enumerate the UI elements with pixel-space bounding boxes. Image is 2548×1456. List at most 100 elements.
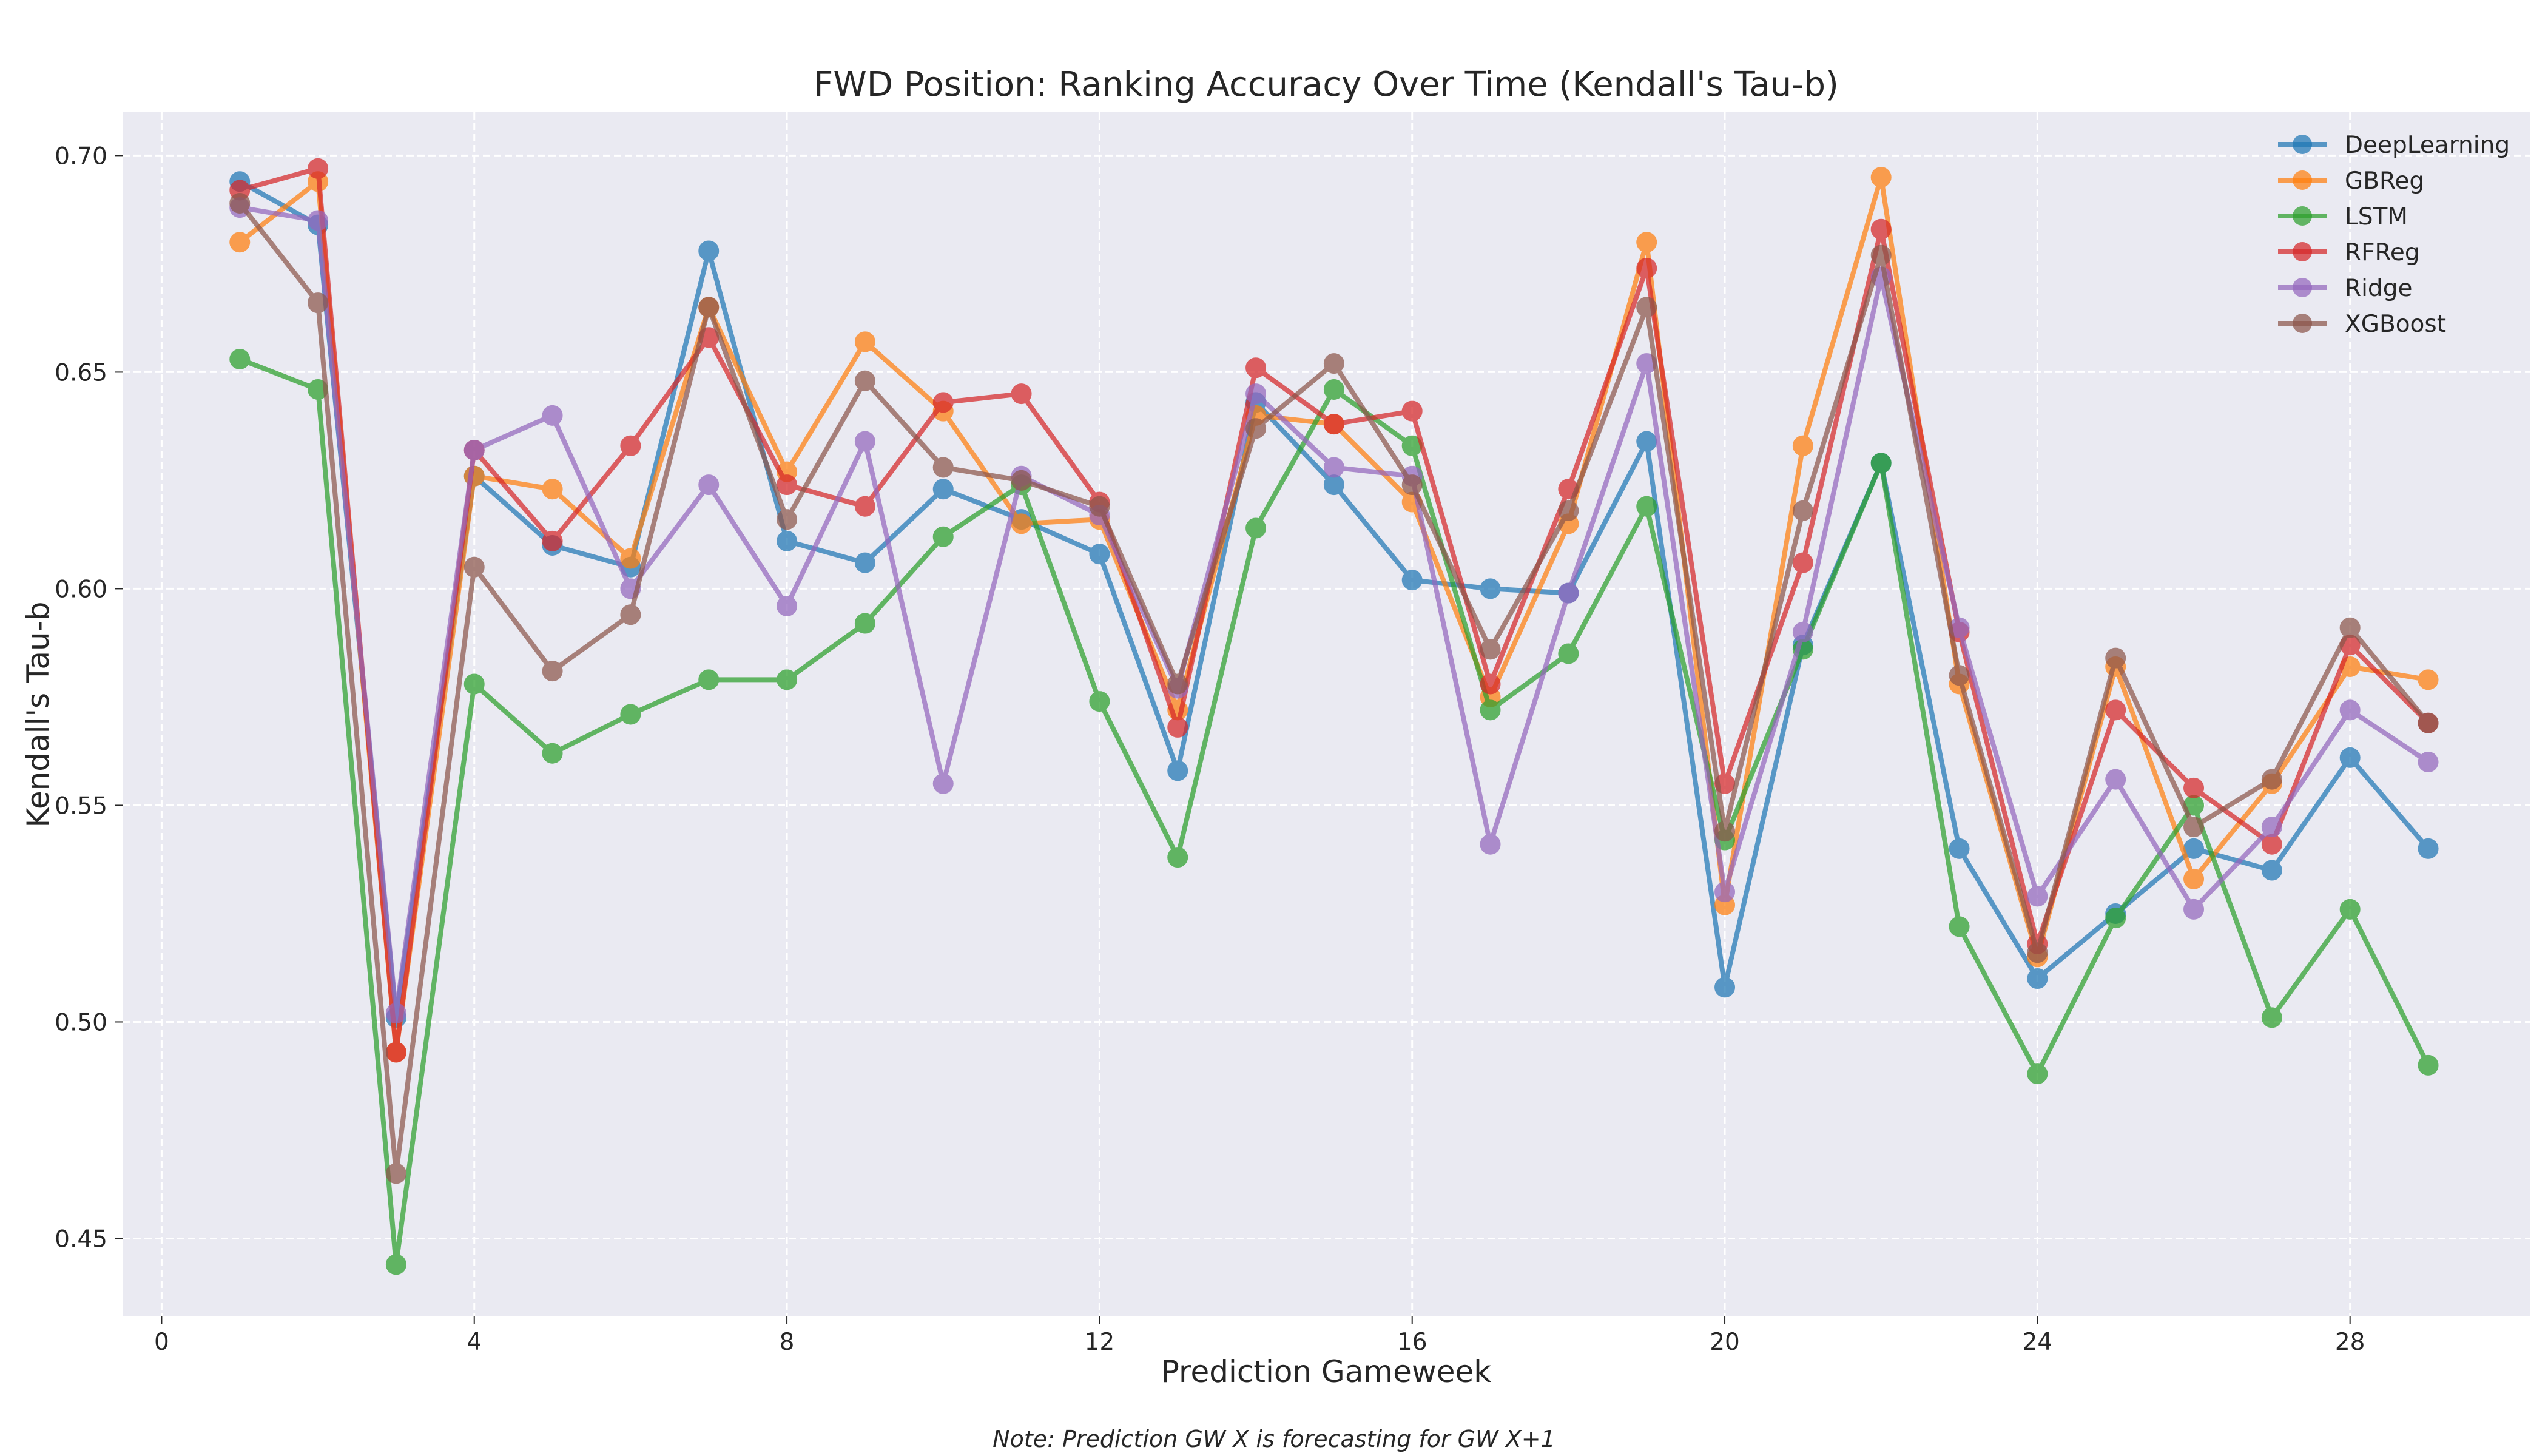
data-point-lstm: [2261, 1007, 2282, 1028]
data-point-lstm: [385, 1254, 406, 1275]
data-point-xgboost: [932, 457, 954, 478]
data-point-xgboost: [620, 604, 641, 625]
data-point-ridge: [2339, 699, 2361, 721]
data-point-rfreg: [777, 474, 798, 496]
data-point-lstm: [1245, 517, 1267, 539]
legend-label: RFReg: [2345, 239, 2420, 266]
data-point-xgboost: [1167, 673, 1188, 695]
data-point-ridge: [777, 595, 798, 616]
data-point-deeplearning: [2027, 968, 2048, 989]
data-point-ridge: [1245, 383, 1267, 405]
legend-item-lstm: LSTM: [2278, 203, 2408, 231]
footnote: Note: Prediction GW X is forecasting for…: [993, 1426, 1555, 1452]
data-point-xgboost: [1558, 500, 1579, 521]
series-xgboost: [229, 192, 2439, 1184]
data-point-gbreg: [620, 548, 641, 569]
data-point-lstm: [1870, 453, 1892, 474]
data-point-rfreg: [932, 392, 954, 413]
y-tick-label: 0.50: [55, 1009, 107, 1036]
data-point-deeplearning: [1714, 977, 1736, 998]
data-point-lstm: [2105, 908, 2126, 929]
x-tick-label: 28: [2335, 1329, 2365, 1356]
data-point-ridge: [542, 405, 563, 426]
data-point-deeplearning: [777, 530, 798, 551]
data-point-gbreg: [2183, 868, 2205, 889]
series-layer: [229, 158, 2439, 1275]
x-tick-label: 16: [1397, 1329, 1427, 1356]
data-point-deeplearning: [1089, 544, 1110, 565]
data-point-xgboost: [308, 292, 329, 314]
data-point-gbreg: [229, 232, 251, 253]
data-point-ridge: [385, 1003, 406, 1024]
data-point-gbreg: [542, 479, 563, 500]
data-point-rfreg: [620, 435, 641, 456]
legend-label: GBReg: [2345, 167, 2424, 195]
data-point-xgboost: [1949, 665, 1970, 686]
data-point-ridge: [2261, 817, 2282, 838]
data-point-deeplearning: [932, 479, 954, 500]
legend-item-rfreg: RFReg: [2278, 239, 2420, 266]
data-point-rfreg: [1011, 383, 1032, 405]
data-point-lstm: [1636, 496, 1657, 517]
data-point-ridge: [2418, 752, 2439, 773]
data-point-xgboost: [385, 1163, 406, 1184]
data-point-xgboost: [2027, 942, 2048, 963]
x-tick-label: 8: [780, 1329, 795, 1356]
x-tick-label: 20: [1710, 1329, 1740, 1356]
data-point-ridge: [2183, 898, 2205, 920]
legend-item-xgboost: XGBoost: [2278, 311, 2446, 338]
data-point-lstm: [698, 669, 720, 690]
data-point-lstm: [1558, 643, 1579, 664]
data-point-xgboost: [698, 297, 720, 318]
data-point-lstm: [1949, 916, 1970, 937]
legend-marker: [2293, 206, 2312, 226]
data-point-rfreg: [385, 1042, 406, 1063]
data-point-gbreg: [1636, 232, 1657, 253]
data-point-rfreg: [1480, 673, 1501, 695]
legend-item-ridge: Ridge: [2278, 275, 2412, 302]
y-axis-label: Kendall's Tau-b: [21, 602, 56, 828]
legend-label: Ridge: [2345, 275, 2412, 302]
data-point-deeplearning: [1636, 431, 1657, 452]
data-point-deeplearning: [2418, 838, 2439, 859]
data-point-ridge: [1714, 881, 1736, 903]
y-tick-label: 0.55: [55, 792, 107, 820]
data-point-lstm: [1167, 847, 1188, 868]
legend-item-deeplearning: DeepLearning: [2278, 132, 2510, 159]
data-point-ridge: [2027, 886, 2048, 907]
data-point-ridge: [1480, 834, 1501, 855]
data-point-xgboost: [1011, 470, 1032, 491]
data-point-rfreg: [2183, 777, 2205, 798]
data-point-lstm: [620, 704, 641, 725]
data-point-lstm: [1480, 699, 1501, 721]
data-point-xgboost: [2339, 617, 2361, 638]
data-point-deeplearning: [1167, 760, 1188, 781]
y-tick-label: 0.70: [55, 143, 107, 170]
data-point-ridge: [2105, 769, 2126, 790]
x-tick-label: 4: [467, 1329, 482, 1356]
data-point-xgboost: [1870, 244, 1892, 266]
data-point-xgboost: [777, 509, 798, 530]
data-point-xgboost: [2183, 817, 2205, 838]
x-tick-label: 0: [154, 1329, 169, 1356]
y-tick-label: 0.65: [55, 359, 107, 386]
data-point-xgboost: [1480, 639, 1501, 660]
x-ticks: 0 4 8 12 16 20 24 28: [154, 1316, 2365, 1356]
x-axis-label: Prediction Gameweek: [1161, 1354, 1492, 1389]
x-tick-label: 12: [1085, 1329, 1115, 1356]
legend-marker: [2293, 135, 2312, 154]
data-point-lstm: [2027, 1063, 2048, 1085]
data-point-lstm: [463, 673, 485, 695]
y-tick-label: 0.45: [55, 1225, 107, 1253]
legend-label: LSTM: [2345, 203, 2408, 231]
data-point-ridge: [1323, 457, 1344, 478]
data-point-lstm: [2418, 1054, 2439, 1076]
data-point-xgboost: [1245, 418, 1267, 439]
data-point-rfreg: [1636, 258, 1657, 279]
data-point-lstm: [2339, 898, 2361, 920]
data-point-gbreg: [1792, 435, 1813, 456]
data-point-lstm: [854, 613, 875, 634]
y-ticks: 0.45 0.50 0.55 0.60 0.65 0.70: [55, 143, 123, 1253]
legend: DeepLearning GBReg LSTM RFReg Ridge XGBoost: [2278, 132, 2510, 338]
